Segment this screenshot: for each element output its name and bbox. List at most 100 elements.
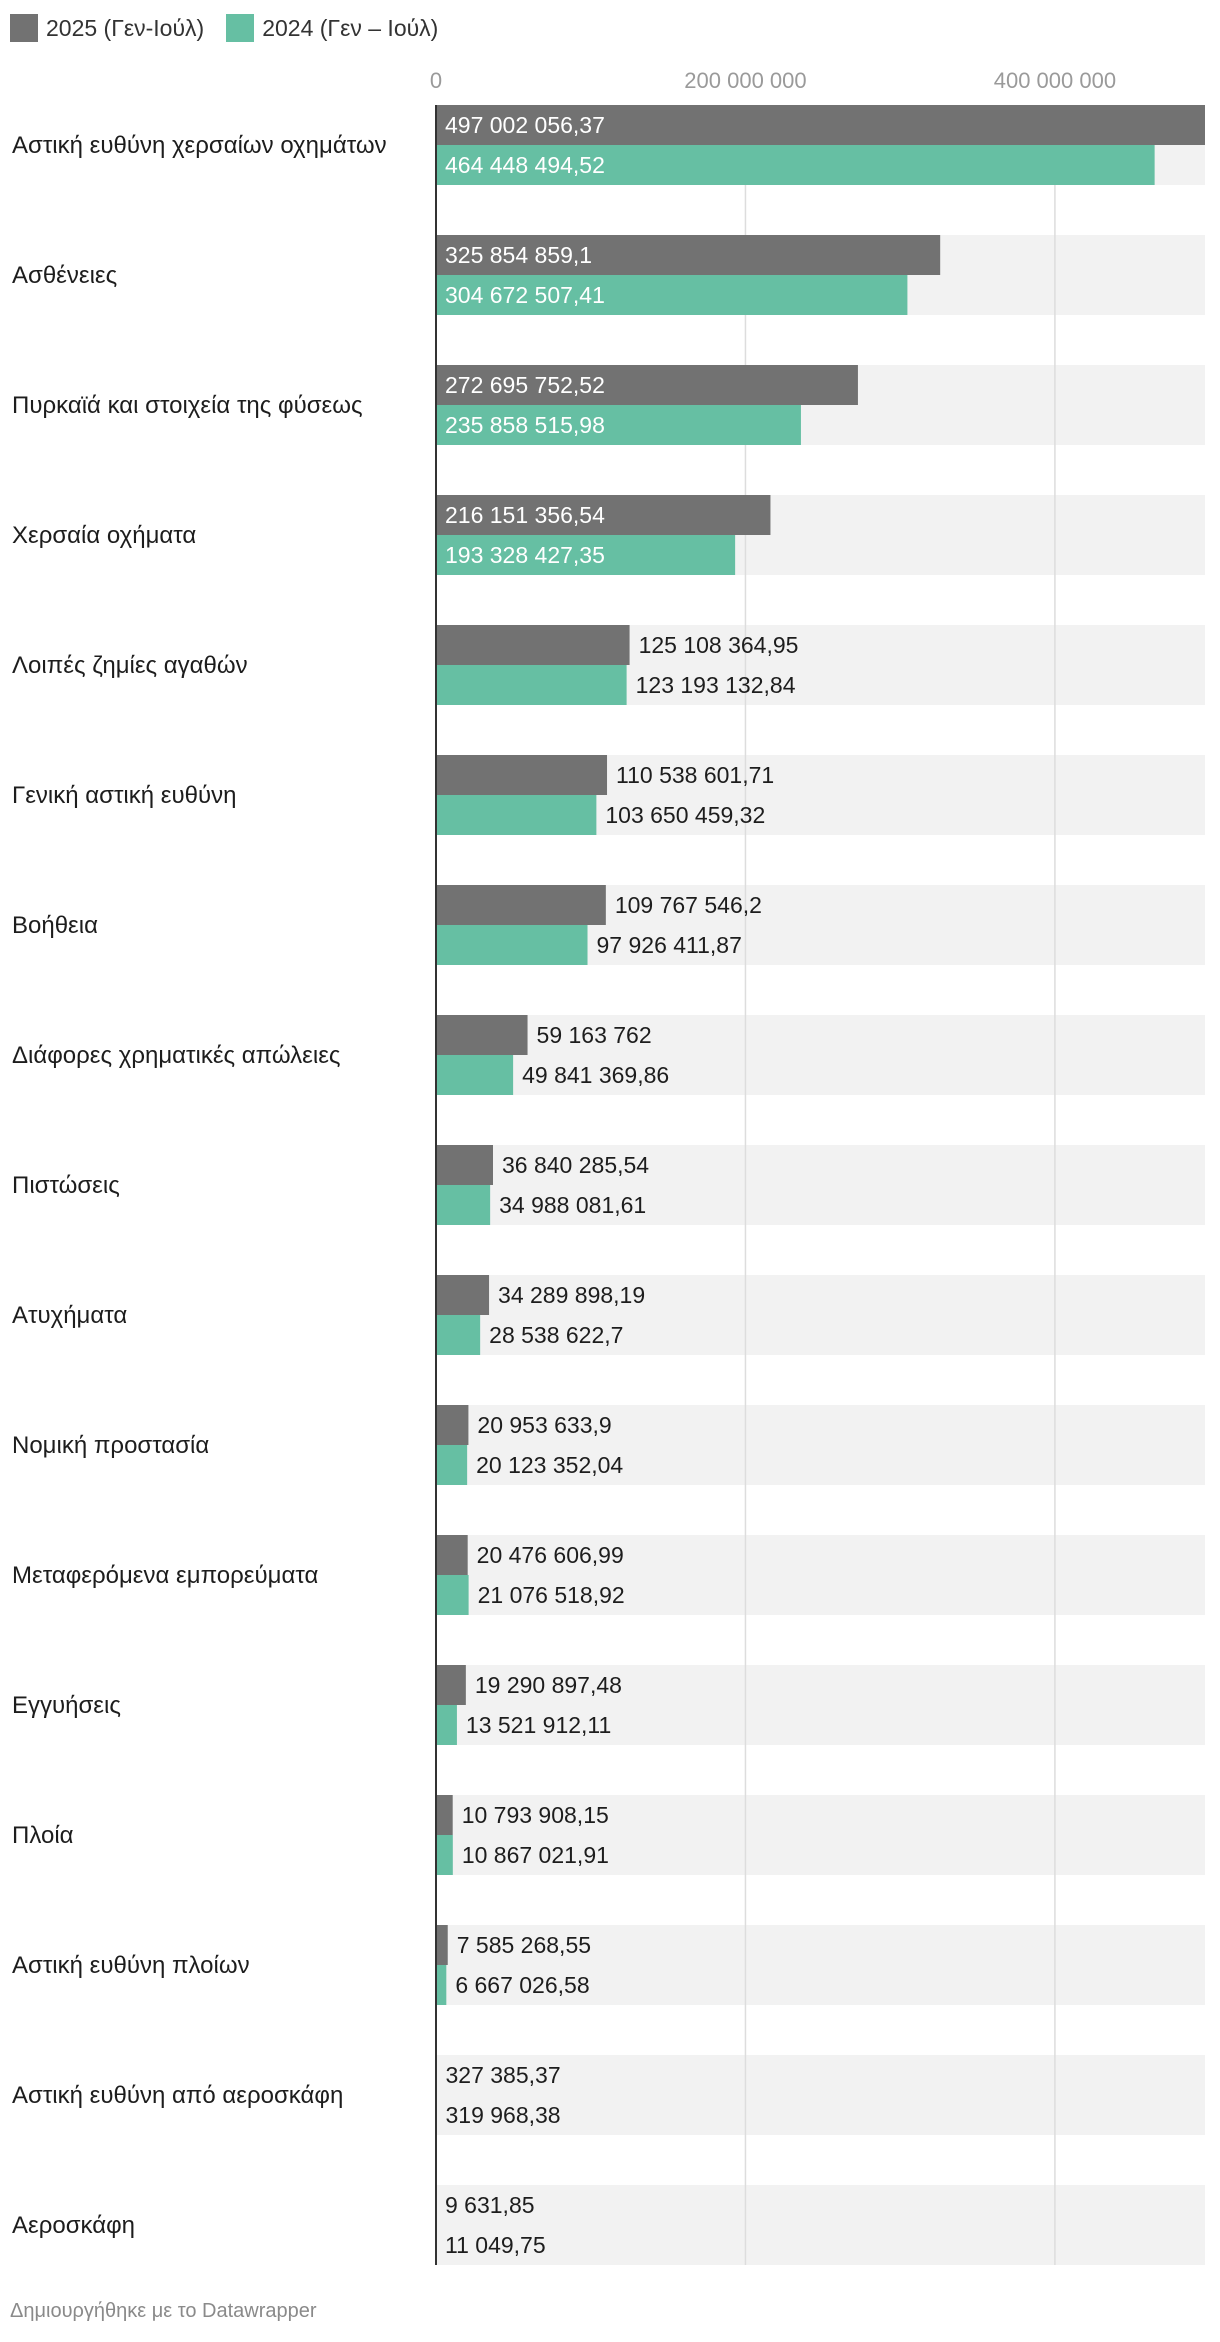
value-label-2024: 34 988 081,61 [499,1192,646,1218]
value-label-2024: 464 448 494,52 [445,152,605,178]
bar-2024 [436,145,1155,185]
bar-2025 [436,885,606,925]
category-label: Ασθένειες [12,262,117,289]
category-label: Διάφορες χρηματικές απώλειες [12,1042,340,1069]
value-label-2024: 49 841 369,86 [522,1062,669,1088]
value-label-2025: 34 289 898,19 [498,1282,645,1308]
category-label: Αστική ευθύνη από αεροσκάφη [12,2082,343,2109]
category-label: Βοήθεια [12,912,98,939]
bar-2025 [436,755,608,795]
bar-2024 [436,925,588,965]
bar-2025 [436,235,941,275]
bar-2025 [436,625,630,665]
bar-2025 [436,1015,528,1055]
bar-2024 [436,1185,491,1225]
bar-2025 [436,1665,466,1705]
legend-item-2024: 2024 (Γεν – Ιούλ) [226,14,438,42]
row-background [436,2185,1205,2265]
value-label-2024: 10 867 021,91 [462,1842,609,1868]
bar-2025 [436,1925,448,1965]
value-label-2025: 325 854 859,1 [445,242,592,268]
bar-2024 [436,1445,468,1485]
bar-2025 [436,365,858,405]
category-label: Αστική ευθύνη πλοίων [12,1952,250,1979]
category-label: Αστική ευθύνη χερσαίων οχημάτων [12,132,387,159]
bar-2024 [436,1835,453,1875]
category-label: Εγγυήσεις [12,1692,121,1719]
row-background [436,1015,1205,1095]
category-label: Αεροσκάφη [12,2212,135,2239]
value-label-2025: 497 002 056,37 [445,112,605,138]
bar-2024 [436,1055,514,1095]
x-tick-label: 400 000 000 [994,68,1116,93]
bar-2024 [436,1575,469,1615]
category-label: Μεταφερόμενα εμπορεύματα [12,1562,318,1589]
row-background [436,1925,1205,2005]
legend-label-2025: 2025 (Γεν-Ιούλ) [46,14,205,41]
value-label-2024: 11 049,75 [445,2232,546,2258]
value-label-2025: 36 840 285,54 [502,1152,649,1178]
bar-2024 [436,535,736,575]
legend-swatch-2024 [226,14,255,42]
bar-2024 [436,795,597,835]
value-label-2024: 28 538 622,7 [489,1322,623,1348]
datawrapper-credit: Δημιουργήθηκε με το Datawrapper [10,2300,317,2322]
value-label-2024: 20 123 352,04 [476,1452,623,1478]
bar-2024 [436,1315,481,1355]
value-label-2024: 123 193 132,84 [636,672,796,698]
value-label-2025: 110 538 601,71 [616,762,774,788]
value-label-2025: 272 695 752,52 [445,372,605,398]
row-background [436,1145,1205,1225]
value-label-2025: 9 631,85 [445,2192,535,2218]
bar-2025 [436,1535,468,1575]
value-label-2025: 10 793 908,15 [462,1802,609,1828]
category-label: Χερσαία οχήματα [12,522,196,549]
row-background [436,1405,1205,1485]
value-label-2025: 216 151 356,54 [445,502,605,528]
value-label-2024: 103 650 459,32 [605,802,765,828]
legend-swatch-2025 [10,14,38,42]
legend-label-2024: 2024 (Γεν – Ιούλ) [262,14,439,41]
value-label-2024: 319 968,38 [445,2102,560,2128]
row-background [436,1665,1205,1745]
value-label-2025: 125 108 364,95 [639,632,799,658]
category-label: Πιστώσεις [12,1172,120,1199]
value-label-2025: 20 476 606,99 [477,1542,624,1568]
row-background [436,2055,1205,2135]
bar-2025 [436,1405,469,1445]
bar-2025 [436,495,771,535]
value-label-2025: 20 953 633,9 [477,1412,611,1438]
value-label-2025: 59 163 762 [537,1022,652,1048]
value-label-2024: 304 672 507,41 [445,282,605,308]
row-background [436,1275,1205,1355]
value-label-2024: 13 521 912,11 [466,1712,611,1738]
category-label: Γενική αστική ευθύνη [12,782,236,809]
category-label: Πλοία [12,1822,74,1849]
value-label-2025: 19 290 897,48 [475,1672,622,1698]
value-label-2025: 109 767 546,2 [615,892,762,918]
legend: 2025 (Γεν-Ιούλ) 2024 (Γεν – Ιούλ) [10,12,438,44]
value-label-2024: 97 926 411,87 [597,932,742,958]
x-tick-label: 0 [430,68,442,93]
row-background [436,1795,1205,1875]
category-label: Λοιπές ζημίες αγαθών [12,652,248,679]
row-background [436,1535,1205,1615]
bar-chart: 0 200 000 000 400 000 000 Αστική ευθύνη χερ… [12,68,1205,2265]
bar-2024 [436,665,627,705]
bar-2024 [436,275,908,315]
value-label-2025: 327 385,37 [446,2062,561,2088]
bar-2024 [436,405,801,445]
category-label: Ατυχήματα [12,1302,127,1329]
category-label: Νομική προστασία [12,1432,209,1459]
value-label-2024: 193 328 427,35 [445,542,605,568]
category-label: Πυρκαϊά και στοιχεία της φύσεως [12,392,363,419]
value-label-2024: 6 667 026,58 [455,1972,589,1998]
bar-2024 [436,1965,447,2005]
value-label-2025: 7 585 268,55 [457,1932,591,1958]
bar-2025 [436,1145,494,1185]
value-label-2024: 21 076 518,92 [478,1582,625,1608]
bar-2025 [436,1275,490,1315]
bar-2024 [436,1705,457,1745]
value-label-2024: 235 858 515,98 [445,412,605,438]
x-tick-label: 200 000 000 [684,68,806,93]
